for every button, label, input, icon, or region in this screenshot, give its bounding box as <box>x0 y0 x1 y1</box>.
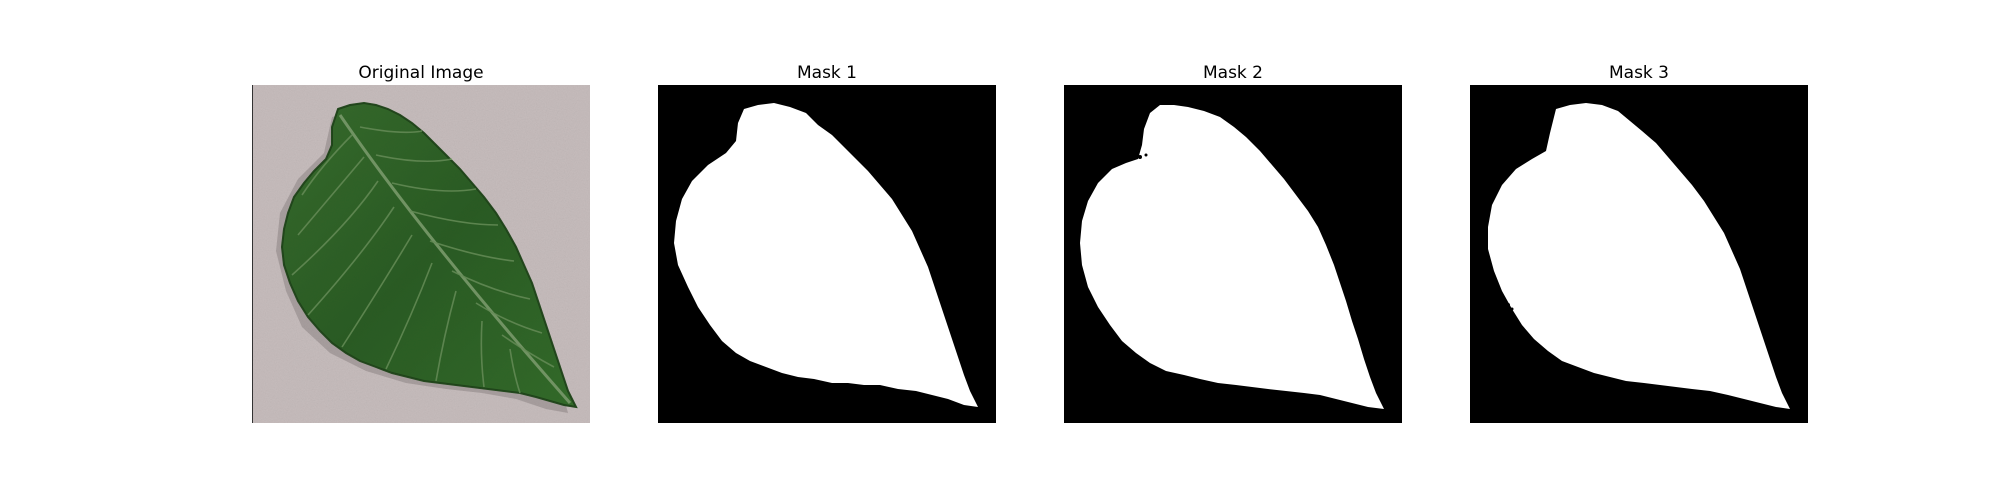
panel-mask-2: Mask 2 <box>1064 63 1402 426</box>
mask-holes <box>1506 303 1568 367</box>
panel-title: Mask 1 <box>796 63 857 83</box>
panel-title: Original Image <box>358 63 484 83</box>
mask-foreground <box>674 103 978 407</box>
mask-image <box>658 85 996 423</box>
mask-image <box>1064 85 1402 423</box>
panel-title: Mask 2 <box>1202 63 1263 83</box>
mask-foreground <box>1080 105 1384 409</box>
leaf-texture <box>282 103 576 407</box>
mask-holes <box>1138 153 1148 159</box>
leaf-photo <box>252 85 590 423</box>
panel-mask-3: Mask 3 <box>1470 63 1808 426</box>
mask-image <box>1470 85 1808 423</box>
panel-title: Mask 3 <box>1608 63 1669 83</box>
panel-original-image: Original Image <box>252 63 590 426</box>
panel-mask-1: Mask 1 <box>658 63 996 426</box>
mask-foreground <box>1488 103 1790 409</box>
